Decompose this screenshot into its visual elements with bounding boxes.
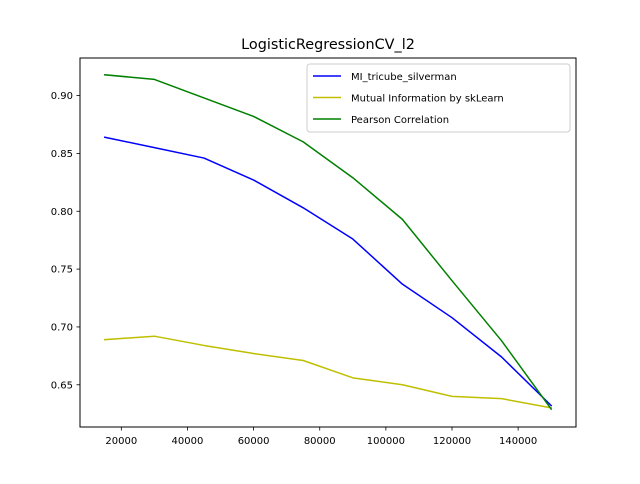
x-tick-label: 120000 bbox=[433, 436, 471, 447]
x-axis: 20000 40000 60000 80000 100000 120000 140000 bbox=[105, 427, 537, 447]
y-tick-label: 0.75 bbox=[51, 265, 73, 276]
legend: MI_tricube_silverman Mutual Information b… bbox=[306, 63, 571, 133]
y-tick-label: 0.80 bbox=[51, 207, 73, 218]
x-tick-label: 100000 bbox=[367, 436, 405, 447]
x-tick-label: 40000 bbox=[172, 436, 204, 447]
y-tick-label: 0.85 bbox=[51, 149, 73, 160]
x-tick-label: 60000 bbox=[238, 436, 270, 447]
legend-label-3: Pearson Correlation bbox=[351, 115, 449, 126]
plot-frame bbox=[79, 57, 577, 428]
series-line-1 bbox=[103, 136, 553, 407]
series-line-2 bbox=[103, 335, 553, 409]
legend-box bbox=[306, 63, 571, 133]
y-axis: 0.65 0.70 0.75 0.80 0.85 0.90 bbox=[51, 91, 80, 391]
series-layer bbox=[103, 73, 553, 411]
x-tick-label: 20000 bbox=[105, 436, 137, 447]
legend-label-1: MI_tricube_silverman bbox=[351, 72, 457, 83]
chart-title: LogisticRegressionCV_l2 bbox=[241, 37, 415, 53]
y-tick-label: 0.65 bbox=[51, 380, 73, 391]
series-line-3 bbox=[103, 73, 553, 411]
x-tick-label: 80000 bbox=[304, 436, 336, 447]
y-tick-label: 0.70 bbox=[51, 323, 73, 334]
x-tick-label: 140000 bbox=[499, 436, 537, 447]
legend-label-2: Mutual Information by skLearn bbox=[351, 94, 504, 105]
y-tick-label: 0.90 bbox=[51, 91, 73, 102]
